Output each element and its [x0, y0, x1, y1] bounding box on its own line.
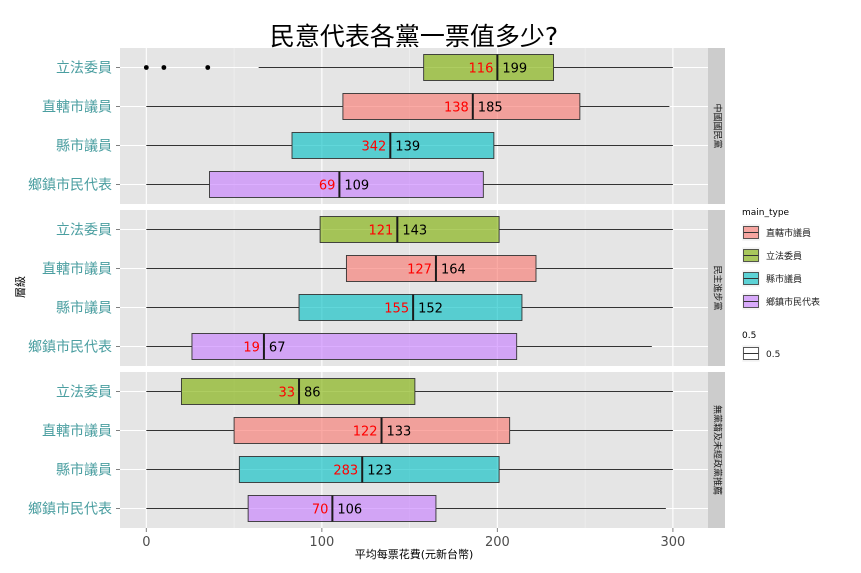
- box-iqr: [423, 54, 554, 81]
- size-legend-label: 0.5: [766, 350, 780, 360]
- outlier-point: [205, 65, 211, 70]
- count-label: 127: [407, 263, 432, 278]
- box-iqr: [342, 93, 581, 120]
- median-label: 199: [502, 62, 527, 77]
- median-label: 143: [402, 224, 427, 239]
- box-group: 127 164: [146, 255, 673, 282]
- category-tick-label: 縣市議員: [56, 138, 112, 155]
- count-label: 70: [312, 503, 329, 518]
- category-tick-label: 立法委員: [56, 385, 112, 401]
- count-label: 138: [444, 101, 469, 116]
- y-axis-label: 層級: [14, 276, 27, 298]
- count-label: 283: [333, 464, 358, 479]
- legend-label: 直轄市議員: [766, 227, 811, 239]
- median-label: 106: [337, 503, 362, 518]
- box-iqr: [247, 495, 437, 522]
- category-tick-label: 直轄市議員: [42, 423, 112, 440]
- x-tick-label: 0: [142, 535, 150, 550]
- legend-label: 鄉鎮市民代表: [766, 296, 820, 308]
- category-tick-label: 立法委員: [56, 223, 112, 239]
- facet-strip: [708, 210, 725, 366]
- facet-strip-label: 民主進步黨: [712, 265, 724, 310]
- median-label: 67: [269, 341, 286, 356]
- box-group: 121 143: [146, 216, 673, 243]
- x-tick-label: 300: [660, 535, 685, 550]
- box-iqr: [291, 132, 495, 159]
- size-legend-title: 0.5: [742, 331, 756, 341]
- median-label: 86: [304, 386, 321, 401]
- box-group: 283 123: [146, 456, 673, 483]
- box-group: 70 106: [146, 495, 666, 522]
- outlier-point: [161, 65, 167, 70]
- legend-title: main_type: [742, 208, 790, 218]
- median-label: 185: [478, 101, 503, 116]
- facet-strip: [708, 372, 725, 528]
- x-axis-label: 平均每票花費(元新台幣): [355, 547, 474, 561]
- facet-strip: [708, 48, 725, 204]
- median-label: 139: [395, 140, 420, 155]
- x-tick-label: 100: [309, 535, 334, 550]
- box-group: 116 199: [143, 54, 673, 81]
- category-tick-label: 立法委員: [56, 61, 112, 77]
- median-label: 164: [441, 263, 466, 278]
- count-label: 342: [361, 140, 386, 155]
- legend-label: 縣市議員: [766, 273, 802, 285]
- facet-strip-label: 中國國民黨: [712, 103, 724, 148]
- median-label: 152: [418, 302, 443, 317]
- box-group: 155 152: [146, 294, 673, 321]
- category-tick-label: 縣市議員: [56, 462, 112, 479]
- median-label: 109: [344, 179, 369, 194]
- count-label: 19: [243, 341, 260, 356]
- box-iqr: [233, 417, 511, 444]
- box-iqr: [298, 294, 523, 321]
- box-group: 33 86: [146, 378, 673, 405]
- chart-title: 民意代表各黨一票值多少?: [270, 22, 558, 51]
- box-iqr: [209, 171, 484, 198]
- category-tick-label: 直轄市議員: [42, 99, 112, 116]
- box-iqr: [345, 255, 537, 282]
- count-label: 69: [319, 179, 336, 194]
- box-iqr: [319, 216, 500, 243]
- count-label: 116: [469, 62, 494, 77]
- box-group: 19 67: [146, 333, 652, 360]
- median-label: 133: [387, 425, 412, 440]
- box-group: 138 185: [146, 93, 670, 120]
- category-tick-label: 縣市議員: [56, 300, 112, 317]
- legend-label: 立法委員: [766, 250, 802, 262]
- category-tick-label: 直轄市議員: [42, 261, 112, 278]
- facet-strip-label: 無黨籍及未經政黨推薦: [712, 405, 724, 495]
- category-tick-label: 鄉鎮市民代表: [28, 339, 112, 356]
- box-iqr: [238, 456, 500, 483]
- x-axis: 0 100 200 300: [142, 528, 685, 550]
- count-label: 122: [353, 425, 378, 440]
- median-label: 123: [367, 464, 392, 479]
- category-tick-label: 鄉鎮市民代表: [28, 177, 112, 194]
- count-label: 121: [368, 224, 393, 239]
- count-label: 155: [384, 302, 409, 317]
- box-group: 342 139: [146, 132, 673, 159]
- box-group: 69 109: [146, 171, 673, 198]
- outlier-point: [143, 65, 149, 70]
- category-tick-label: 鄉鎮市民代表: [28, 501, 112, 518]
- box-group: 122 133: [146, 417, 673, 444]
- x-tick-label: 200: [485, 535, 510, 550]
- count-label: 33: [278, 386, 295, 401]
- box-iqr: [191, 333, 518, 360]
